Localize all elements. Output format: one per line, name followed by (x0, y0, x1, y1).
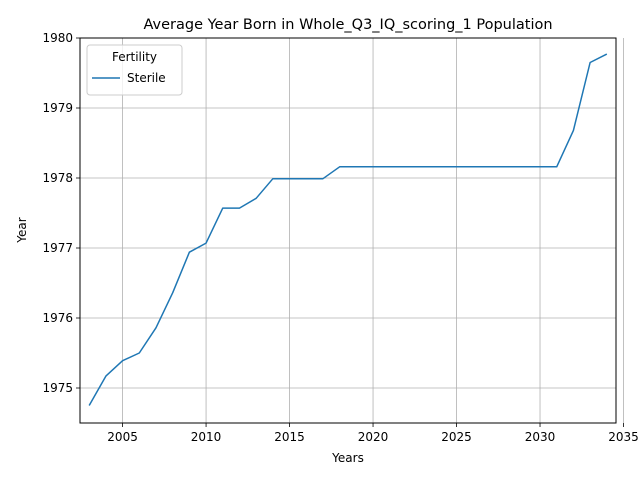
y-tick-label: 1976 (42, 311, 73, 325)
y-axis-label: Year (15, 217, 29, 243)
x-tick-label: 2030 (525, 430, 556, 444)
x-tick-label: 2005 (107, 430, 138, 444)
x-axis-label: Years (331, 451, 364, 465)
y-tick-label: 1979 (42, 101, 73, 115)
legend: Fertility Sterile (86, 44, 183, 96)
series-layer (88, 53, 608, 406)
legend-box (86, 44, 183, 96)
series-line-sterile (88, 53, 608, 406)
y-axis-ticks: 1975 1976 1977 1978 1979 1980 (42, 31, 80, 395)
y-tick-label: 1975 (42, 381, 73, 395)
y-tick-label: 1977 (42, 241, 73, 255)
x-tick-label: 2020 (358, 430, 389, 444)
grid-lines (80, 37, 624, 423)
legend-title: Fertility (112, 50, 157, 64)
chart-title: Average Year Born in Whole_Q3_IQ_scoring… (143, 17, 552, 33)
x-tick-label: 2010 (191, 430, 222, 444)
x-tick-label: 2035 (608, 430, 639, 444)
plot-frame (79, 37, 617, 424)
x-tick-label: 2015 (274, 430, 305, 444)
y-tick-label: 1980 (42, 31, 73, 45)
y-tick-label: 1978 (42, 171, 73, 185)
x-tick-label: 2025 (441, 430, 472, 444)
legend-label-sterile: Sterile (127, 71, 166, 85)
x-axis-ticks: 2005 2010 2015 2020 2025 2030 2035 (107, 423, 639, 444)
